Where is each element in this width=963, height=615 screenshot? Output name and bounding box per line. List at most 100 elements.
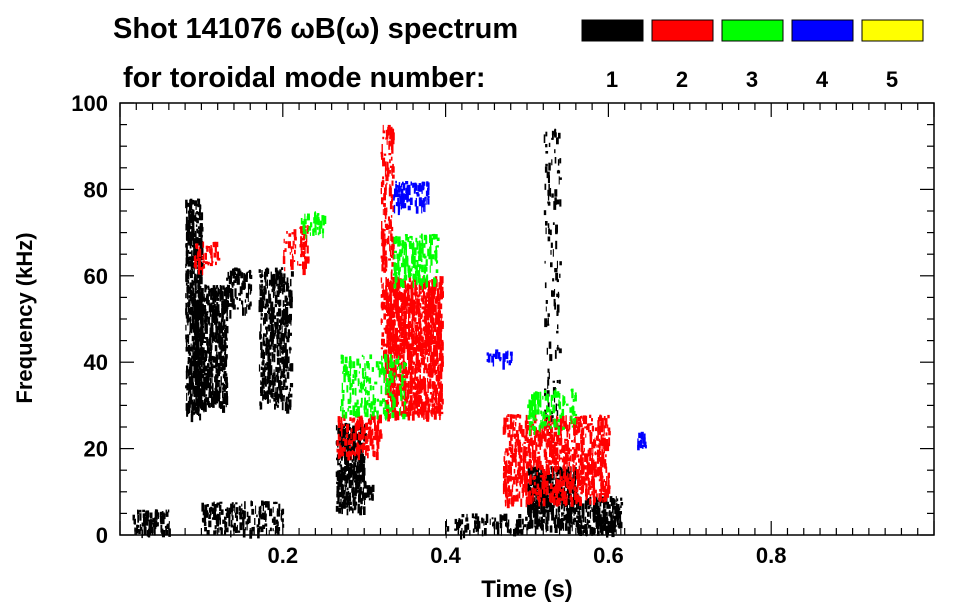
spectrum-mark [226, 307, 228, 316]
spectrum-mark [188, 251, 192, 254]
spectrum-mark [597, 527, 599, 536]
spectrum-mark [397, 318, 399, 322]
spectrum-mark [381, 144, 383, 153]
spectrum-mark [219, 289, 222, 296]
spectrum-mark [234, 503, 236, 513]
spectrum-mark [555, 508, 558, 517]
spectrum-mark [338, 470, 341, 478]
spectrum-mark [189, 231, 192, 235]
spectrum-mark [576, 485, 579, 493]
spectrum-mark [385, 129, 388, 134]
spectrum-mark [557, 518, 560, 528]
spectrum-mark [550, 415, 554, 418]
spectrum-mark [188, 213, 190, 220]
spectrum-mark [223, 358, 227, 363]
spectrum-mark [353, 453, 355, 461]
spectrum-mark [559, 495, 563, 501]
spectrum-mark [341, 506, 343, 515]
spectrum-mark [580, 439, 584, 444]
spectrum-mark [385, 137, 389, 140]
spectrum-mark [431, 279, 434, 285]
spectrum-mark [408, 363, 411, 368]
spectrum-mark [218, 404, 220, 407]
spectrum-mark [378, 429, 380, 438]
spectrum-mark [345, 491, 349, 501]
spectrum-mark [358, 416, 362, 423]
spectrum-mark [193, 389, 197, 394]
spectrum-mark [285, 335, 288, 339]
spectrum-mark [418, 386, 421, 394]
spectrum-mark [348, 479, 351, 488]
spectrum-mark [271, 328, 274, 337]
spectrum-mark [412, 360, 414, 364]
spectrum-mark [201, 400, 204, 406]
spectrum-mark [223, 384, 226, 392]
spectrum-mark [556, 260, 558, 269]
spectrum-mark [260, 352, 263, 359]
spectrum-mark [214, 306, 218, 310]
spectrum-mark [185, 309, 187, 315]
spectrum-mark [423, 364, 427, 369]
spectrum-mark [389, 165, 393, 168]
spectrum-mark [358, 446, 360, 452]
spectrum-mark [226, 510, 230, 517]
spectrum-mark [424, 350, 426, 360]
spectrum-mark [403, 311, 407, 320]
spectrum-mark [441, 320, 444, 329]
spectrum-mark [193, 248, 196, 255]
spectrum-mark [397, 307, 400, 316]
spectrum-mark [136, 524, 138, 534]
spectrum-mark [534, 507, 538, 513]
spectrum-mark [346, 424, 349, 432]
spectrum-mark [272, 291, 275, 298]
spectrum-mark [374, 427, 377, 430]
spectrum-mark [411, 414, 415, 421]
spectrum-mark [166, 523, 170, 528]
spectrum-mark [407, 310, 409, 314]
spectrum-mark [132, 514, 135, 518]
spectrum-mark [544, 490, 547, 498]
spectrum-mark [465, 517, 469, 522]
spectrum-mark [407, 408, 409, 412]
spectrum-mark [554, 197, 557, 205]
spectrum-mark [574, 518, 576, 522]
spectrum-mark [274, 294, 278, 304]
spectrum-mark [388, 329, 392, 333]
spectrum-mark [571, 524, 573, 532]
spectrum-mark [397, 286, 400, 289]
spectrum-mark [211, 314, 215, 323]
spectrum-mark [200, 288, 203, 295]
spectrum-mark [414, 279, 417, 283]
spectrum-mark [411, 319, 413, 326]
spectrum-mark [440, 332, 442, 335]
spectrum-mark [414, 347, 417, 351]
spectrum-mark [282, 395, 285, 398]
spectrum-mark [391, 355, 393, 360]
spectrum-mark [279, 344, 282, 349]
spectrum-mark [518, 491, 521, 499]
spectrum-mark [383, 242, 385, 247]
spectrum-mark [440, 367, 442, 373]
spectrum-mark [359, 462, 362, 466]
spectrum-mark [552, 222, 555, 225]
spectrum-mark [350, 440, 353, 444]
spectrum-mark [389, 297, 393, 302]
spectrum-mark [425, 412, 427, 421]
spectrum-mark [217, 363, 221, 372]
spectrum-mark [485, 514, 489, 524]
spectrum-mark [554, 524, 558, 533]
spectrum-mark [194, 300, 198, 306]
spectrum-mark [437, 320, 440, 326]
spectrum-mark [393, 328, 395, 334]
spectrum-mark [281, 288, 284, 295]
spectrum-mark [260, 289, 264, 296]
spectrum-mark [432, 307, 435, 314]
spectrum-mark [218, 351, 221, 360]
spectrum-mark [395, 296, 397, 300]
spectrum-mark [390, 348, 393, 352]
spectrum-mark [267, 268, 270, 274]
spectrum-mark [338, 507, 342, 514]
spectrum-mark [199, 372, 202, 381]
spectrum-mark [279, 286, 282, 293]
spectrum-mark [200, 262, 204, 270]
